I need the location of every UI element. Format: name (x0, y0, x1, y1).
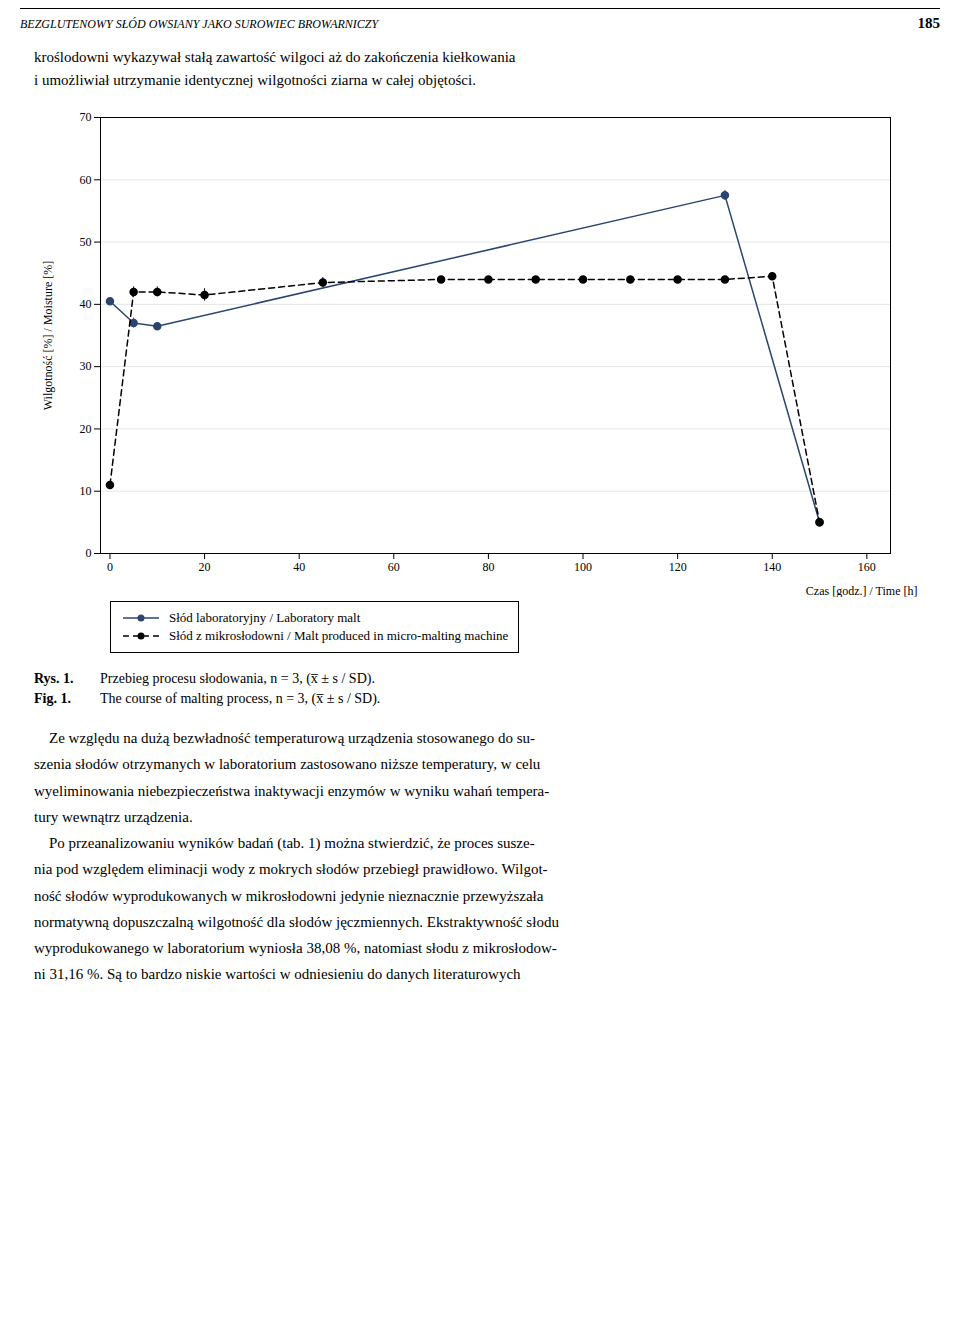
svg-text:40: 40 (80, 297, 92, 311)
html-text:The course of malting process,: The course of malting process, n = 3, (x… (100, 691, 381, 706)
svg-text:60: 60 (80, 173, 92, 187)
html-text:BEZGLUTENOWY SŁÓD OWSIANY JAKO: BEZGLUTENOWY SŁÓD OWSIANY JAKO SUROWIEC … (20, 17, 379, 31)
html-text:ność słodów wyprodukowanych w: ność słodów wyprodukowanych w mikrosłodo… (34, 887, 544, 904)
svg-text:140: 140 (763, 560, 781, 574)
svg-text:0: 0 (86, 546, 92, 560)
html-text:szenia słodów otrzymanych w la: szenia słodów otrzymanych w laboratorium… (34, 756, 541, 773)
svg-text:10: 10 (80, 484, 92, 498)
html-text:normatywną dopuszczalną wilgot: normatywną dopuszczalną wilgotność dla s… (34, 913, 559, 930)
svg-text:20: 20 (80, 422, 92, 436)
html-text:Przebieg procesu słodowania, n: Przebieg procesu słodowania, n = 3, (x̅ … (100, 671, 375, 686)
svg-text:50: 50 (80, 235, 92, 249)
svg-text:160: 160 (858, 560, 876, 574)
html-text:kroślodowni wykazywał stałą za: kroślodowni wykazywał stałą zawartość wi… (34, 49, 516, 65)
svg-text:40: 40 (293, 560, 305, 574)
svg-text:0: 0 (107, 560, 113, 574)
svg-text:60: 60 (388, 560, 400, 574)
html-text:ni 31,16 %. Są to bardzo niski: ni 31,16 %. Są to bardzo niskie wartości… (34, 966, 521, 983)
svg-text:Wilgotność [%] / Moisture [%]: Wilgotność [%] / Moisture [%] (41, 261, 55, 410)
html-text:Rys. 1.: Rys. 1. (34, 671, 74, 686)
svg-text:Czas [godz.] / Time [h]: Czas [godz.] / Time [h] (806, 584, 918, 598)
html-text:i umożliwiał utrzymanie identy: i umożliwiał utrzymanie identycznej wilg… (34, 71, 476, 88)
svg-text:120: 120 (669, 560, 687, 574)
html-text:Słód laboratoryjny / Laborator: Słód laboratoryjny / Laboratory malt (169, 610, 361, 625)
html-text:nia pod względem eliminacji wo: nia pod względem eliminacji wody z mokry… (34, 861, 548, 878)
html-text:Po przeanalizowaniu wyników ba: Po przeanalizowaniu wyników badań (tab. … (34, 835, 535, 851)
html-text:Ze względu na dużą bezwładność: Ze względu na dużą bezwładność temperatu… (34, 730, 536, 746)
html-text:wyprodukowanego w laboratorium: wyprodukowanego w laboratorium wyniosła … (34, 940, 557, 956)
html-text:wyeliminowania niebezpieczeńst: wyeliminowania niebezpieczeństwa inaktyw… (34, 782, 550, 799)
svg-text:30: 30 (80, 359, 92, 373)
svg-text:70: 70 (80, 110, 92, 124)
svg-text:20: 20 (199, 560, 211, 574)
html-text:tury wewnątrz urządzenia.: tury wewnątrz urządzenia. (34, 808, 193, 825)
html-text:Fig. 1.: Fig. 1. (34, 691, 71, 706)
html-text:Słód z mikrosłodowni / Malt pr: Słód z mikrosłodowni / Malt produced in … (169, 628, 509, 643)
html-text:185: 185 (917, 15, 940, 31)
svg-text:80: 80 (482, 560, 494, 574)
svg-text:100: 100 (574, 560, 592, 574)
